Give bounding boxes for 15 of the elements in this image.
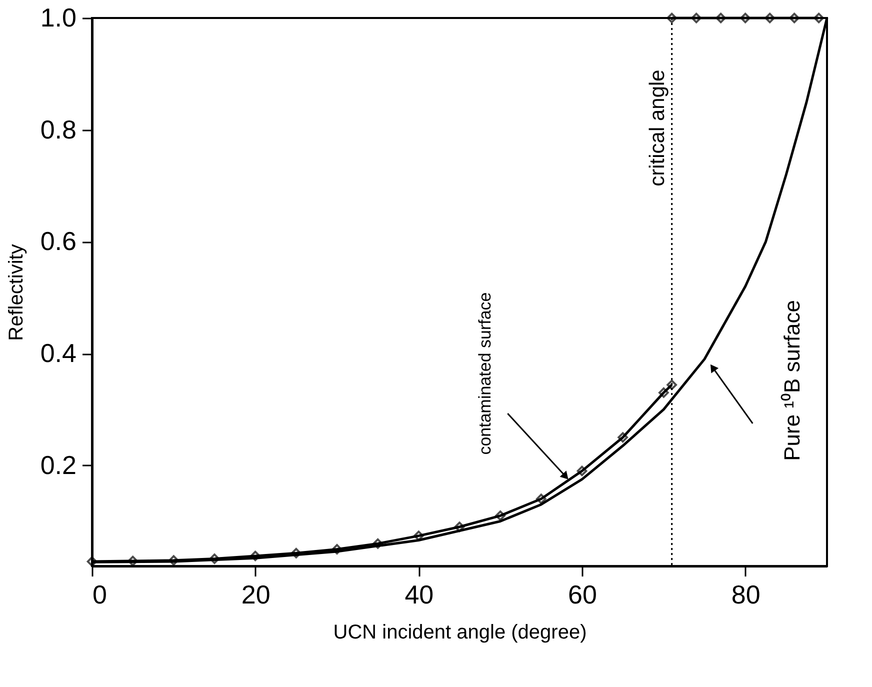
- y-tick-label: 0.4: [40, 338, 76, 368]
- x-tick-label: 0: [92, 580, 107, 610]
- y-tick-label: 0.6: [40, 226, 76, 256]
- annotation: Pure ¹⁰B surface: [780, 300, 805, 461]
- x-tick-label: 20: [241, 580, 270, 610]
- x-tick-label: 80: [731, 580, 760, 610]
- y-tick-label: 1.0: [40, 2, 76, 32]
- ref-line-label: critical angle: [646, 70, 669, 186]
- y-tick-label: 0.2: [40, 450, 76, 480]
- y-tick-label: 0.8: [40, 114, 76, 144]
- y-axis-title: Reflectivity: [5, 244, 28, 341]
- x-tick-label: 40: [404, 580, 434, 610]
- x-axis-title: UCN incident angle (degree): [333, 622, 587, 644]
- annotation: contaminated surface: [476, 292, 495, 455]
- x-tick-label: 60: [568, 580, 597, 610]
